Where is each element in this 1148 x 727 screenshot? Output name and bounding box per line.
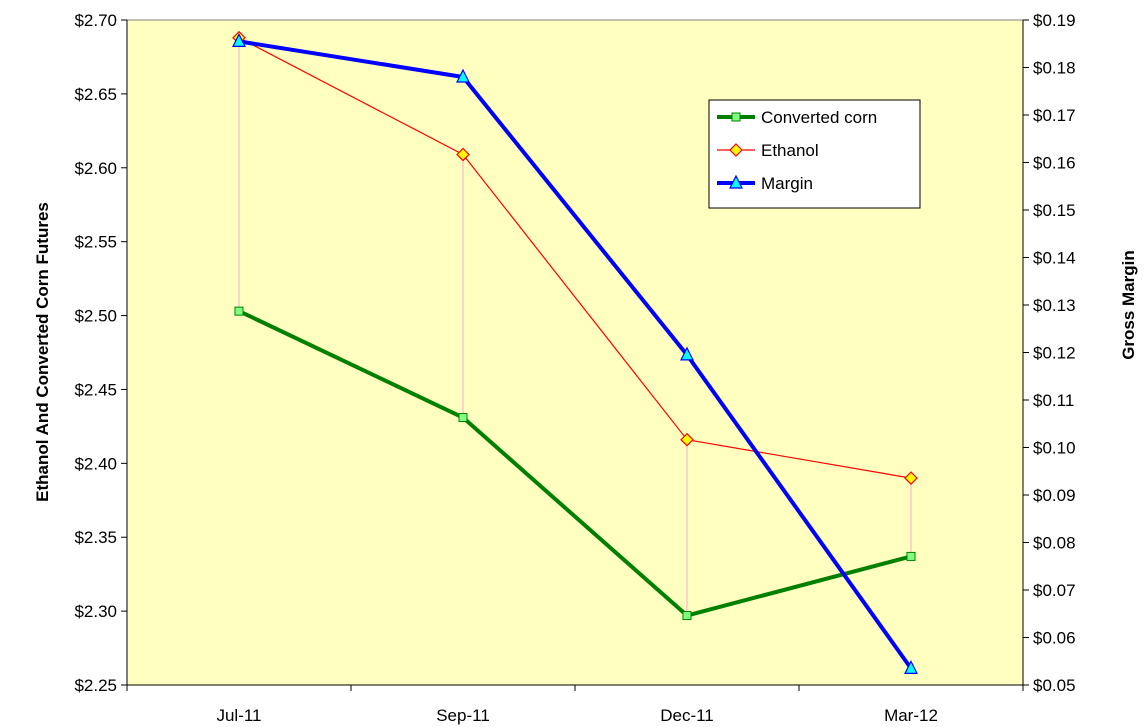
axes: $2.25 $2.30 $2.35 $2.40 $2.45 $2.50 $2.55 $2.60… <box>74 11 1075 725</box>
y-tick-label-right: $0.06 <box>1033 629 1076 648</box>
y-tick-label-left: $2.50 <box>74 307 117 326</box>
series-lines <box>238 37 913 670</box>
y-tick-label-right: $0.14 <box>1033 249 1076 268</box>
y-tick-label-right: $0.12 <box>1033 344 1076 363</box>
marker-ethanol <box>904 471 918 485</box>
y-axis-right-title: Gross Margin <box>1119 250 1138 360</box>
y-tick-label-left: $2.55 <box>74 233 117 252</box>
y-tick-label-left: $2.70 <box>74 11 117 30</box>
legend: Converted corn Ethanol Margin <box>708 99 921 209</box>
marker-converted-corn <box>906 551 916 561</box>
legend-marker <box>729 174 743 189</box>
x-tick-label: Jul-11 <box>216 706 261 725</box>
marker-converted-corn <box>234 306 244 316</box>
y-tick-label-left: $2.60 <box>74 159 117 178</box>
marker-margin <box>904 660 918 674</box>
marker-margin <box>232 33 246 47</box>
x-tick-label: Dec-11 <box>660 706 714 725</box>
series-line-ethanol <box>238 37 912 479</box>
x-tick-label: Sep-11 <box>436 706 490 725</box>
y-tick-label-right: $0.16 <box>1033 154 1076 173</box>
y-tick-label-right: $0.10 <box>1033 439 1076 458</box>
y-tick-label-right: $0.07 <box>1033 581 1076 600</box>
y-tick-label-left: $2.25 <box>74 676 117 695</box>
markers <box>232 30 918 674</box>
legend-label: Converted corn <box>761 108 877 127</box>
y-tick-label-left: $2.45 <box>74 380 117 399</box>
legend-marker <box>729 143 743 157</box>
marker-margin <box>680 346 694 361</box>
series-line-converted-corn <box>238 309 912 618</box>
legend-marker <box>731 112 741 122</box>
series-line-margin <box>238 39 913 670</box>
legend-label: Ethanol <box>761 141 819 160</box>
y-axis-left-title: Ethanol And Converted Corn Futures <box>33 202 52 502</box>
marker-margin <box>456 68 470 83</box>
y-tick-label-right: $0.13 <box>1033 296 1076 315</box>
y-tick-label-left: $2.40 <box>74 454 117 473</box>
marker-ethanol <box>680 432 694 447</box>
marker-converted-corn <box>682 611 692 621</box>
y-tick-label-right: $0.19 <box>1033 11 1076 30</box>
drop-lines <box>238 37 912 616</box>
y-tick-label-right: $0.18 <box>1033 59 1076 78</box>
y-tick-label-right: $0.09 <box>1033 486 1076 505</box>
y-tick-label-right: $0.17 <box>1033 106 1076 125</box>
legend-label: Margin <box>761 174 813 193</box>
marker-ethanol <box>456 147 470 162</box>
y-tick-label-right: $0.05 <box>1033 676 1076 695</box>
y-tick-label-right: $0.11 <box>1033 391 1074 410</box>
y-tick-label-left: $2.65 <box>74 85 117 104</box>
marker-converted-corn <box>458 413 468 423</box>
x-tick-label: Mar-12 <box>884 706 938 725</box>
y-tick-label-left: $2.35 <box>74 528 117 547</box>
y-tick-label-right: $0.15 <box>1033 201 1076 220</box>
y-tick-label-left: $2.30 <box>74 602 117 621</box>
y-tick-label-right: $0.08 <box>1033 534 1076 553</box>
